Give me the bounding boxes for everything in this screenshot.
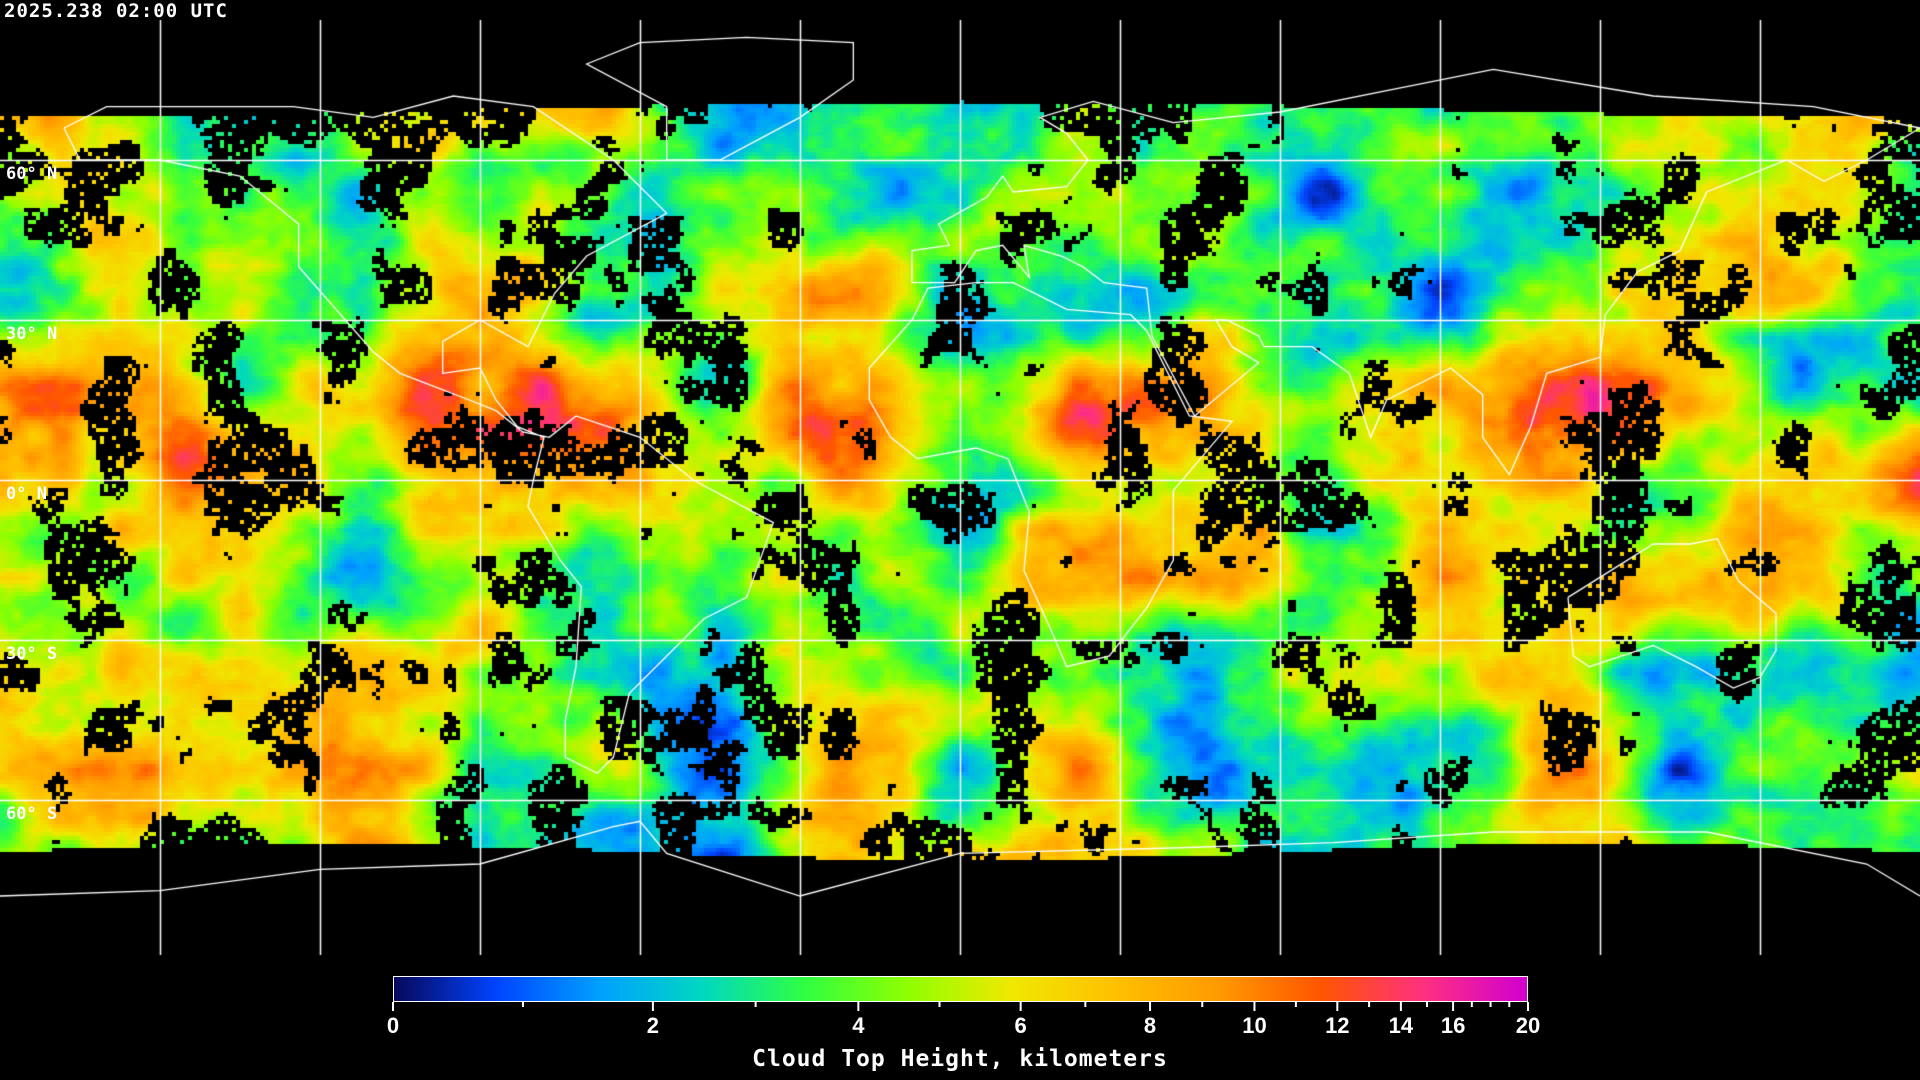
lat-label-60n: 60° N xyxy=(6,164,58,184)
tick-label: 8 xyxy=(1143,1013,1157,1038)
tick-label: 0 xyxy=(386,1013,400,1038)
tick-label: 2 xyxy=(646,1013,660,1038)
lat-label-0n: 0° N xyxy=(6,484,47,504)
tick-label: 12 xyxy=(1325,1013,1350,1038)
tick-label: 16 xyxy=(1440,1013,1466,1038)
tick-label: 10 xyxy=(1242,1013,1267,1038)
colorbar xyxy=(393,976,1528,1002)
tick-label: 20 xyxy=(1515,1013,1541,1038)
lat-label-60s: 60° S xyxy=(6,804,58,824)
tick-label: 4 xyxy=(852,1013,865,1038)
timestamp: 2025.238 02:00 UTC xyxy=(4,0,228,22)
lat-label-30s: 30° S xyxy=(6,644,58,664)
tick-label: 6 xyxy=(1014,1013,1027,1038)
colorbar-title: Cloud Top Height, kilometers xyxy=(752,1046,1168,1072)
tick-label: 14 xyxy=(1388,1013,1414,1038)
lat-label-30n: 30° N xyxy=(6,324,58,344)
cloud-top-height-map xyxy=(0,0,1920,960)
